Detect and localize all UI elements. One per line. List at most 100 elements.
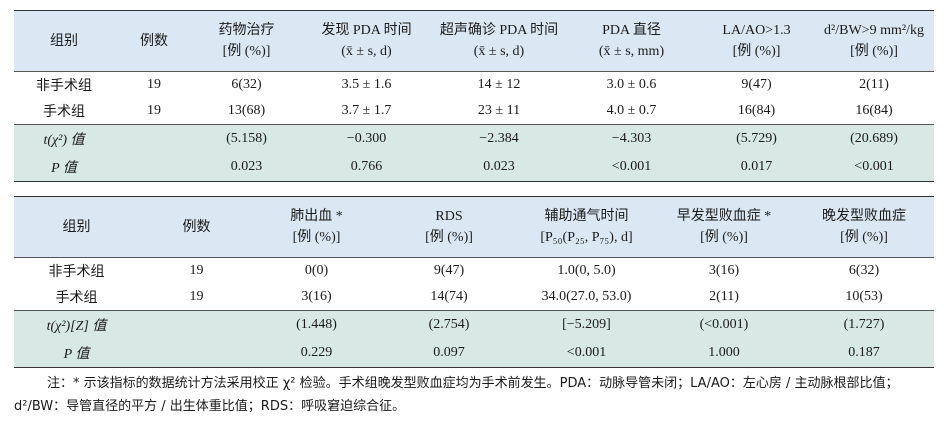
cell: 6(32) bbox=[231, 77, 262, 92]
header-row: 组别 例数 肺出血 * [例 (%)] RDS [例 (%)] 辅助通气时间 [P₅₀(P₂₅… bbox=[14, 196, 934, 258]
cell: −0.300 bbox=[299, 124, 434, 153]
cell: <0.001 bbox=[519, 339, 654, 368]
header-text: 超声确诊 PDA 时间 bbox=[439, 23, 559, 38]
header-cell: LA/AO>1.3 [例 (%)] bbox=[699, 10, 814, 72]
header-cell: 例数 bbox=[139, 196, 254, 258]
header-text: [P₅₀(P₂₅, P₇₅), d] bbox=[540, 230, 633, 245]
cell: (1.727) bbox=[794, 310, 934, 339]
cell: −2.384 bbox=[434, 124, 564, 153]
cell: 0.187 bbox=[794, 339, 934, 368]
cell: 23 ± 11 bbox=[477, 103, 521, 118]
data-row: 手术组 19 3(16) 14(74) 34.0(27.0, 53.0) 2(11) 10(… bbox=[14, 284, 934, 311]
header-cell: PDA 直径 (x̄ ± s, mm) bbox=[564, 10, 699, 72]
cell: 0.097 bbox=[379, 339, 519, 368]
cell: (5.729) bbox=[699, 124, 814, 153]
header-cell: 肺出血 * [例 (%)] bbox=[254, 196, 379, 258]
header-text: 组别 bbox=[62, 219, 91, 235]
header-text: PDA 直径 bbox=[602, 23, 661, 38]
header-text: [例 (%)] bbox=[850, 44, 898, 59]
cell: 0(0) bbox=[304, 263, 329, 278]
table: 组别 例数 药物治疗 [例 (%)] 发现 PDA 时间 (x̄ ± s, d) 超声确诊 … bbox=[14, 10, 934, 182]
header-text: 晚发型败血症 bbox=[822, 209, 906, 224]
header-text: 例数 bbox=[182, 219, 211, 235]
cell: −4.303 bbox=[564, 124, 699, 153]
data-row: 手术组 19 13(68) 3.7 ± 1.7 23 ± 11 4.0 ± 0.7 16(8… bbox=[14, 98, 934, 125]
cell: 0.017 bbox=[699, 153, 814, 182]
header-cell: 例数 bbox=[114, 10, 194, 72]
cell: 16(84) bbox=[737, 103, 776, 118]
cell: 1.000 bbox=[654, 339, 794, 368]
cell: 3.5 ± 1.6 bbox=[341, 77, 392, 92]
cell: (1.448) bbox=[254, 310, 379, 339]
header-cell: 组别 bbox=[14, 10, 114, 72]
header-cell: 发现 PDA 时间 (x̄ ± s, d) bbox=[299, 10, 434, 72]
cell: 3(16) bbox=[708, 263, 740, 278]
header-text: (x̄ ± s, d) bbox=[341, 44, 392, 59]
cell: 19 bbox=[189, 263, 204, 278]
header-cell: 超声确诊 PDA 时间 (x̄ ± s, d) bbox=[434, 10, 564, 72]
cell: t(χ²) 值 bbox=[14, 124, 114, 153]
header-text: 发现 PDA 时间 bbox=[321, 23, 412, 38]
header-text: 早发型败血症 * bbox=[676, 209, 772, 224]
cell: 非手术组 bbox=[36, 79, 92, 94]
header-cell: 辅助通气时间 [P₅₀(P₂₅, P₇₅), d] bbox=[519, 196, 654, 258]
cell: (20.689) bbox=[814, 124, 934, 153]
cell bbox=[114, 153, 194, 182]
cell: 0.229 bbox=[254, 339, 379, 368]
cell: 3(16) bbox=[301, 289, 332, 304]
header-text: LA/AO>1.3 bbox=[722, 23, 791, 38]
cell bbox=[114, 124, 194, 153]
cell: P 值 bbox=[14, 153, 114, 182]
data-row: 非手术组 19 6(32) 3.5 ± 1.6 14 ± 12 3.0 ± 0.6 9(47… bbox=[14, 72, 934, 99]
header-cell: d²/BW>9 mm²/kg [例 (%)] bbox=[814, 10, 934, 72]
cell: 2(11) bbox=[709, 289, 739, 304]
cell: 1.0(0, 5.0) bbox=[557, 263, 616, 278]
cell: 14(74) bbox=[430, 289, 468, 304]
header-cell: 晚发型败血症 [例 (%)] bbox=[794, 196, 934, 258]
header-cell: 早发型败血症 * [例 (%)] bbox=[654, 196, 794, 258]
header-cell: RDS [例 (%)] bbox=[379, 196, 519, 258]
stat-row: P 值 0.023 0.766 0.023 <0.001 0.017 <0.001 bbox=[14, 153, 934, 182]
header-text: [例 (%)] bbox=[222, 44, 271, 59]
cell: 2(11) bbox=[859, 77, 889, 92]
cell: 手术组 bbox=[55, 291, 98, 306]
cell: 6(32) bbox=[848, 263, 880, 278]
header-row: 组别 例数 药物治疗 [例 (%)] 发现 PDA 时间 (x̄ ± s, d) 超声确诊 … bbox=[14, 10, 934, 72]
header-text: [例 (%)] bbox=[292, 230, 341, 245]
header-text: 药物治疗 bbox=[218, 23, 275, 38]
cell: 0.023 bbox=[434, 153, 564, 182]
cell: (2.754) bbox=[379, 310, 519, 339]
cell: 9(47) bbox=[433, 263, 465, 278]
cell: 34.0(27.0, 53.0) bbox=[541, 289, 632, 304]
header-text: 例数 bbox=[140, 33, 168, 49]
stat-row: t(χ²) 值 (5.158) −0.300 −2.384 −4.303 (5.729)(… bbox=[14, 124, 934, 153]
cell: 19 bbox=[189, 289, 204, 304]
header-text: [例 (%)] bbox=[700, 230, 748, 245]
cell: (5.158) bbox=[194, 124, 299, 153]
cell bbox=[139, 339, 254, 368]
stat-row: t(χ²)[Z] 值 (1.448) (2.754) [−5.209] (<0.001)… bbox=[14, 310, 934, 339]
header-text: [例 (%)] bbox=[425, 230, 473, 245]
header-text: 辅助通气时间 bbox=[544, 209, 629, 224]
data-row: 非手术组 19 0(0) 9(47) 1.0(0, 5.0) 3(16) 6(32) bbox=[14, 258, 934, 285]
header-text: [例 (%)] bbox=[840, 230, 888, 245]
header-text: 肺出血 * bbox=[290, 209, 343, 224]
header-text: (x̄ ± s, mm) bbox=[598, 44, 665, 59]
header-cell: 组别 bbox=[14, 196, 139, 258]
cell: 19 bbox=[147, 103, 161, 118]
header-text: (x̄ ± s, d) bbox=[473, 44, 525, 59]
cell: (<0.001) bbox=[654, 310, 794, 339]
header-cell: 药物治疗 [例 (%)] bbox=[194, 10, 299, 72]
header-text: [例 (%)] bbox=[732, 44, 781, 59]
note: 注：* 示该指标的数据统计方法采用校正 χ² 检验。手术组晚发型败血症均为手术前… bbox=[14, 376, 899, 414]
cell: t(χ²)[Z] 值 bbox=[14, 310, 139, 339]
cell: 0.766 bbox=[299, 153, 434, 182]
cell: 9(47) bbox=[741, 77, 772, 92]
cell: <0.001 bbox=[564, 153, 699, 182]
cell: 非手术组 bbox=[48, 265, 105, 280]
cell: 4.0 ± 0.7 bbox=[606, 103, 657, 118]
header-text: d²/BW>9 mm²/kg bbox=[824, 23, 924, 38]
cell: 手术组 bbox=[43, 105, 85, 120]
table: 组别 例数 肺出血 * [例 (%)] RDS [例 (%)] 辅助通气时间 [P₅₀(P₂₅… bbox=[14, 196, 934, 368]
